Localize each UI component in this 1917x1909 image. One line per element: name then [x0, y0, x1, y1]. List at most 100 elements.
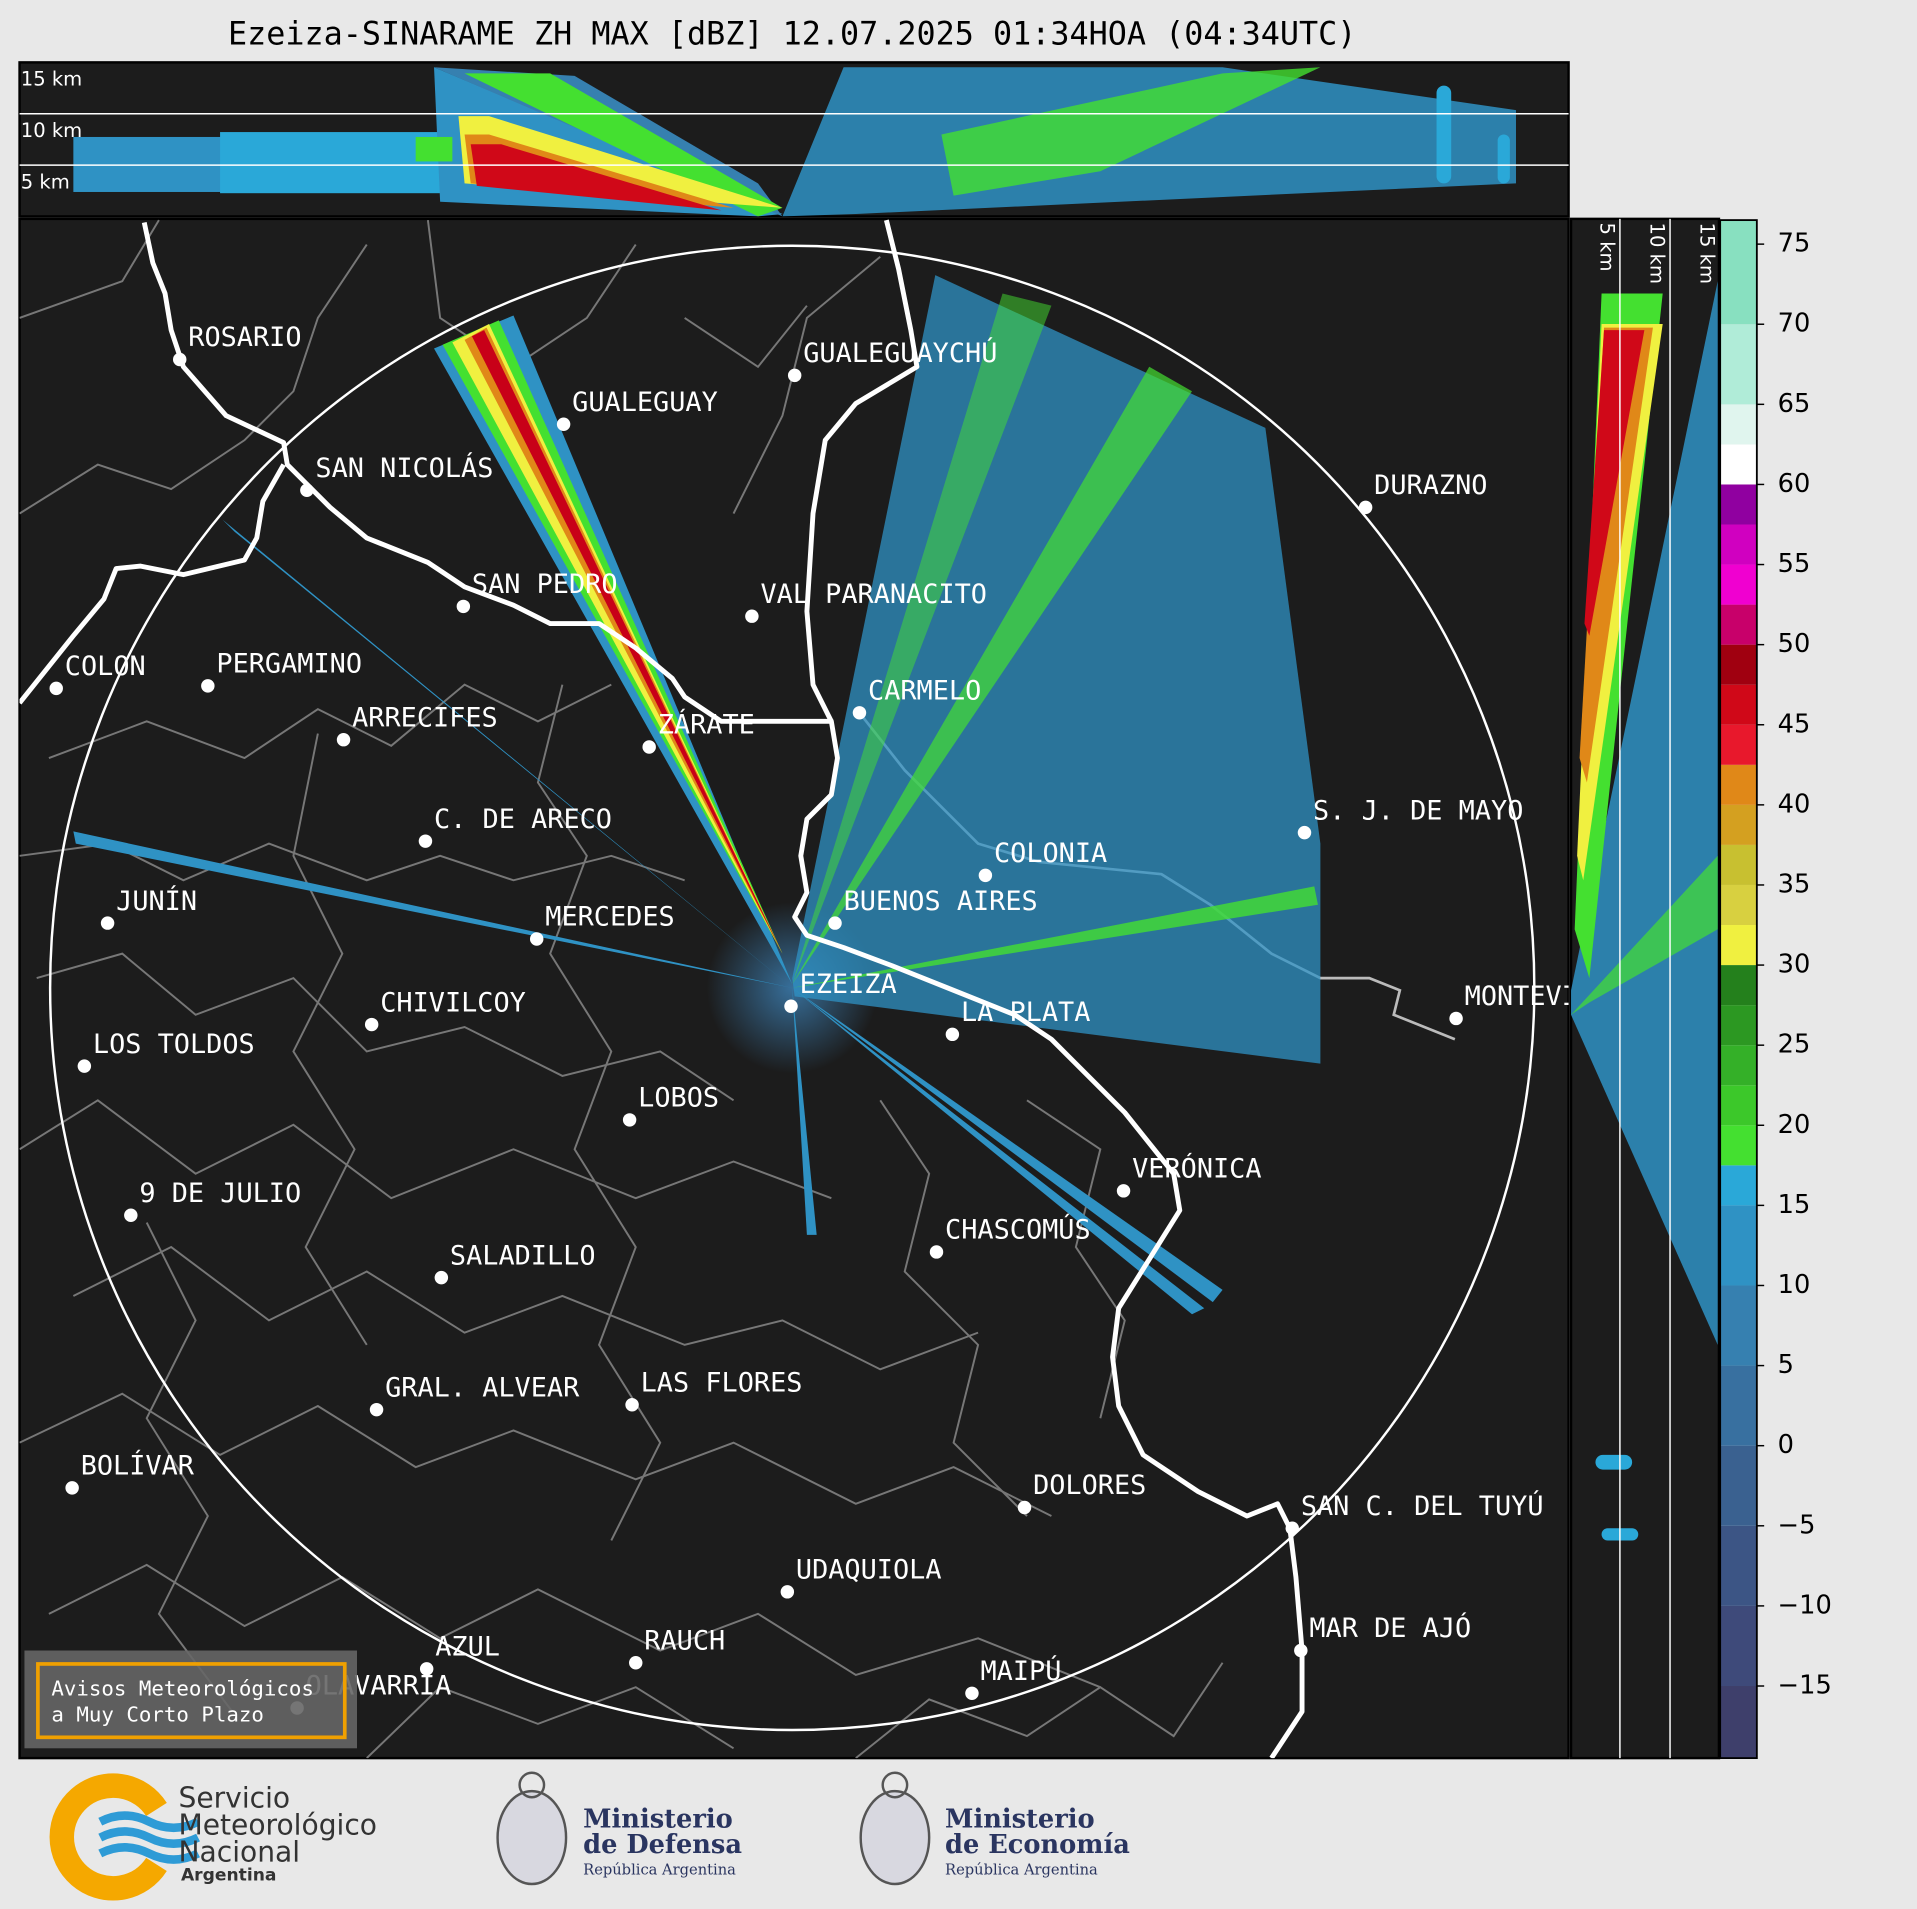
city-dot	[1285, 1521, 1299, 1535]
city-dot	[556, 417, 571, 431]
height-label: 10 km	[21, 119, 82, 142]
city-label: ROSARIO	[188, 322, 301, 353]
city-label: 9 DE JULIO	[139, 1178, 301, 1209]
city-label: CHASCOMÚS	[945, 1214, 1091, 1246]
logo-text: Ministerio	[583, 1804, 733, 1834]
city-dot	[201, 679, 215, 693]
city-dot	[852, 706, 867, 720]
cities: ROSARIO GUALEGUAYCHÚ GUALEGUAY SAN NICOLÁS D…	[49, 322, 1627, 1715]
colorbar-band	[1720, 764, 1757, 805]
colorbar-band	[1720, 844, 1757, 885]
city-dot	[978, 868, 993, 883]
city-label: MONTEVIDEO	[1465, 981, 1627, 1012]
colorbar-band	[1720, 1125, 1757, 1166]
city-dot	[124, 1208, 138, 1222]
city-dot	[369, 1402, 384, 1417]
logo-text: Ministerio	[945, 1804, 1095, 1834]
colorbar-band	[1720, 524, 1757, 565]
city-label: BOLÍVAR	[81, 1450, 195, 1482]
city-label: LAS FLORES	[641, 1367, 803, 1398]
colorbar-band	[1720, 1045, 1757, 1086]
logo-text: Argentina	[181, 1865, 276, 1885]
logo-text: Nacional	[178, 1835, 300, 1868]
city-dot	[1294, 1643, 1308, 1658]
city-label: SAN NICOLÁS	[315, 452, 493, 484]
city-label: GRAL. ALVEAR	[385, 1372, 580, 1403]
city-dot	[1116, 1184, 1131, 1198]
city-dot	[529, 932, 544, 946]
colorbar-band	[1720, 644, 1757, 685]
city-label: ZÁRATE	[658, 709, 755, 741]
city-label: RAUCH	[644, 1625, 725, 1656]
colorbar-band	[1720, 1525, 1757, 1606]
city-dot	[625, 1398, 639, 1412]
city-label: CHIVILCOY	[380, 987, 526, 1018]
city-dot	[419, 1662, 434, 1676]
city-label: DOLORES	[1033, 1470, 1146, 1501]
colorbar-band	[1720, 965, 1757, 1006]
city-dot	[965, 1686, 979, 1701]
colorbar-tick-label: −10	[1778, 1590, 1832, 1620]
city-label: DURAZNO	[1374, 470, 1487, 501]
colorbar-band	[1720, 444, 1757, 485]
city-dot	[787, 368, 802, 383]
city-label: PERGAMINO	[216, 649, 362, 680]
city-label: CARMELO	[868, 676, 981, 707]
logo-text: Meteorológico	[178, 1809, 377, 1842]
colorbar-band	[1720, 1285, 1757, 1366]
colorbar-band	[1720, 724, 1757, 765]
city-dot	[780, 1585, 795, 1599]
city-dot	[456, 599, 471, 614]
height-label: 15 km	[21, 68, 82, 91]
city-dot	[1449, 1011, 1463, 1026]
city-label: EZEIZA	[800, 969, 897, 1000]
logo-text: de Defensa	[583, 1830, 742, 1860]
colorbar-band	[1720, 1085, 1757, 1126]
colorbar-band	[1720, 925, 1757, 966]
colorbar-band	[1720, 404, 1757, 445]
height-label: 5 km	[1595, 223, 1618, 272]
colorbar-band	[1720, 884, 1757, 926]
colorbar-band	[1720, 1005, 1757, 1046]
side-height-panel: 5 km 10 km 15 km	[1569, 217, 1721, 1760]
city-label: BUENOS AIRES	[844, 886, 1038, 917]
city-dot	[300, 483, 314, 498]
logo-text: de Economía	[945, 1830, 1130, 1860]
city-label: LOBOS	[638, 1083, 719, 1114]
colorbar-tick-label: 55	[1778, 549, 1811, 579]
city-dot	[945, 1027, 960, 1042]
notice-box: Avisos Meteorológicos a Muy Corto Plazo	[24, 1650, 357, 1749]
colorbar-band	[1720, 220, 1757, 325]
city-dot	[929, 1245, 944, 1259]
colorbar-tick-label: 20	[1778, 1110, 1811, 1140]
notice-text: a Muy Corto Plazo	[51, 1702, 264, 1726]
height-label: 10 km	[1645, 223, 1668, 284]
colorbar-tick-label: 10	[1778, 1270, 1811, 1300]
colorbar-band	[1720, 1165, 1757, 1206]
colorbar-frame	[1719, 219, 1758, 1760]
colorbar-tick-label: 75	[1778, 229, 1811, 259]
colorbar-tick-label: 60	[1778, 469, 1811, 499]
colorbar-tick-label: 35	[1778, 869, 1811, 899]
city-dot	[336, 732, 351, 747]
map: ROSARIO GUALEGUAYCHÚ GUALEGUAY SAN NICOLÁS D…	[18, 217, 1627, 1760]
top-height-panel: 15 km 10 km 5 km	[18, 61, 1570, 218]
city-label: LA PLATA	[961, 997, 1090, 1028]
colorbar-band	[1720, 564, 1757, 605]
city-dot	[65, 1481, 79, 1495]
city-dot	[828, 916, 842, 930]
colorbar-band	[1720, 324, 1757, 405]
logo-text: República Argentina	[945, 1862, 1098, 1879]
height-label: 5 km	[21, 170, 70, 193]
footer: Servicio Meteorológico Nacional Argentin…	[49, 1771, 1130, 1901]
city-dot	[77, 1059, 92, 1073]
height-label: 15 km	[1696, 223, 1719, 284]
city-label: COLONIA	[994, 838, 1107, 869]
colorbar-tick-label: 5	[1778, 1350, 1794, 1380]
colorbar-band	[1720, 684, 1757, 725]
city-label: MERCEDES	[545, 902, 674, 933]
colorbar-band	[1720, 1605, 1757, 1687]
city-dot	[172, 352, 187, 367]
colorbar-tick-label: −5	[1778, 1510, 1816, 1540]
